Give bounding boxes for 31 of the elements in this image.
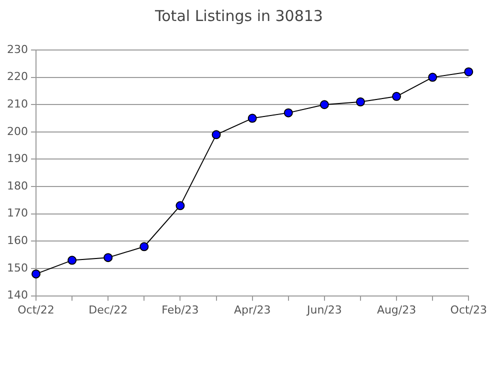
point xyxy=(356,97,365,106)
point xyxy=(428,72,438,82)
x-tick-label: Jun/23 xyxy=(306,303,342,316)
y-tick-label: 150 xyxy=(6,261,28,274)
point xyxy=(320,100,329,110)
x-tick-label: Apr/23 xyxy=(234,303,271,316)
y-tick-label: 190 xyxy=(6,152,28,166)
y-tick-label: 180 xyxy=(6,179,28,192)
x-tick-label: Aug/23 xyxy=(376,303,416,316)
point xyxy=(31,269,40,278)
point xyxy=(176,201,185,210)
x-tick-label: Dec/22 xyxy=(88,303,128,316)
y-tick-label: 200 xyxy=(6,124,28,138)
point xyxy=(68,256,77,265)
y-tick-label: 160 xyxy=(6,234,28,248)
x-tick-label: Oct/22 xyxy=(18,303,54,316)
chart-title: Total Listings in 30813 xyxy=(154,6,323,25)
y-tick-label: 230 xyxy=(6,42,28,56)
y-tick-label: 220 xyxy=(6,70,28,84)
point xyxy=(392,92,402,101)
point xyxy=(212,130,221,140)
point xyxy=(248,114,257,123)
point xyxy=(464,67,474,76)
point xyxy=(284,108,293,118)
y-tick-label: 140 xyxy=(6,288,28,302)
y-tick-label: 170 xyxy=(6,206,28,220)
point xyxy=(104,253,113,262)
y-tick-label: 210 xyxy=(6,97,28,110)
x-tick-label: Feb/23 xyxy=(162,303,199,316)
x-tick-label: Oct/23 xyxy=(450,303,488,316)
point xyxy=(140,242,149,252)
